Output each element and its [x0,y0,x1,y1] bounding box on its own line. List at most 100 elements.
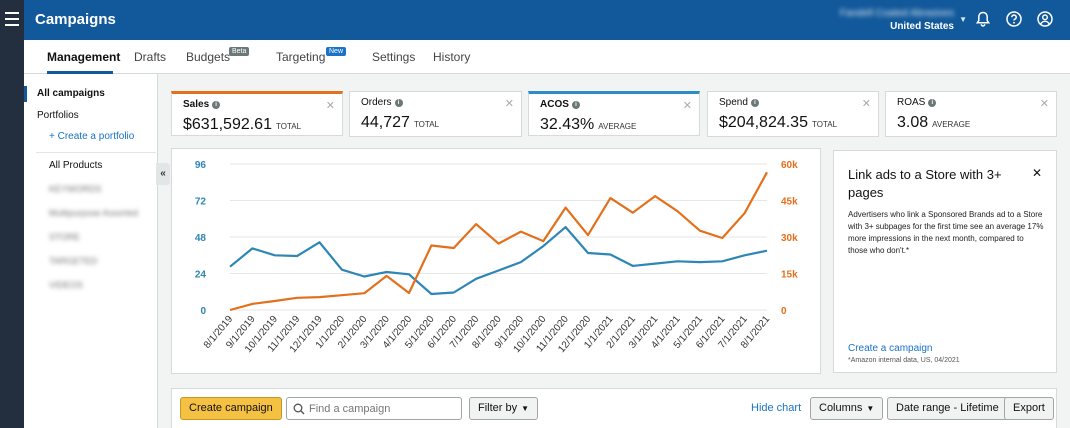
sidebar-item-all-campaigns[interactable]: All campaigns [37,88,105,99]
tab-history[interactable]: History [433,50,471,64]
metric-value-text: $204,824.35 [719,114,808,131]
metric-label: ACOS i [540,99,580,110]
hide-chart-link[interactable]: Hide chart [751,402,802,414]
sidebar-item-all-products[interactable]: All Products [49,160,103,171]
search-icon [293,403,305,415]
tab-management[interactable]: Management [47,50,121,64]
columns-label: Columns [819,402,863,414]
new-badge: New [326,47,347,56]
tab-bar: Management Drafts Budgets Beta Targeting… [24,40,1070,74]
account-region: United States [890,21,954,32]
sidebar-item-portfolio[interactable]: Multipurpose Assorted [49,208,139,218]
y-right-tick-label: 60k [781,160,798,171]
campaign-toolbar: Create campaign Filter by▼ Hide chart Co… [171,388,1057,428]
info-icon[interactable]: i [571,101,580,109]
performance-chart-panel: 96 60k 72 45k 48 30k 24 15k 0 0 8/1/2019 9/1/2019 10… [171,148,821,374]
y-left-tick-label: 96 [195,160,207,171]
y-right-tick-label: 15k [781,270,798,281]
y-right-tick-label: 0 [781,306,787,317]
close-icon[interactable]: ✕ [1031,166,1042,180]
user-icon[interactable] [1036,10,1054,28]
metric-value: 32.43% AVERAGE [540,116,636,134]
sidebar-item-portfolios[interactable]: Portfolios [37,110,79,121]
account-switcher[interactable]: Fandell Coated Abrasives United States [840,8,954,32]
sales-series-line [229,171,768,312]
metric-label-text: Sales [183,99,210,110]
create-campaign-button[interactable]: Create campaign [180,397,282,420]
info-icon[interactable]: i [212,101,221,109]
close-icon[interactable]: ✕ [861,98,871,110]
metric-card-sales[interactable]: Sales i $631,592.61 TOTAL ✕ [171,91,343,136]
y-left-tick-label: 48 [195,233,207,244]
y-left-tick-label: 72 [195,197,207,208]
info-icon[interactable]: i [928,99,937,107]
app-title: Campaigns [35,11,116,28]
close-icon[interactable]: ✕ [325,100,335,112]
close-icon[interactable]: ✕ [504,98,514,110]
metric-label: Sales i [183,99,221,110]
metric-value: $631,592.61 TOTAL [183,116,301,134]
create-portfolio-link[interactable]: + Create a portfolio [49,131,135,142]
tab-budgets[interactable]: Budgets Beta [186,47,250,64]
info-icon[interactable]: i [750,99,759,107]
promo-title: Link ads to a Store with 3+ pages [848,167,1002,200]
export-button[interactable]: Export [1004,397,1054,420]
info-icon[interactable]: i [394,99,403,107]
chevron-down-icon[interactable]: ▼ [959,15,967,24]
tab-targeting-label: Targeting [276,50,326,64]
sidebar-item-portfolio[interactable]: VIDEOS [49,280,84,290]
date-range-button[interactable]: Date range - Lifetime [887,397,1008,420]
collapse-sidebar-button[interactable]: « [156,163,170,185]
metric-label: Spend i [719,97,759,108]
global-nav-rail [0,0,24,428]
chevron-down-icon: ▼ [521,404,530,413]
sidebar-divider [36,152,156,153]
metric-unit: TOTAL [811,120,838,129]
metric-unit: TOTAL [413,120,439,129]
metric-label-text: ACOS [540,99,569,110]
sidebar-item-portfolio[interactable]: KEYWORDS [49,184,102,194]
help-icon[interactable] [1005,10,1023,28]
metric-card-spend[interactable]: Spend i $204,824.35 TOTAL ✕ [707,91,879,137]
y-right-tick-label: 30k [781,233,798,244]
close-icon[interactable]: ✕ [1039,98,1049,110]
close-icon[interactable]: ✕ [682,100,692,112]
metric-label-text: Orders [361,97,392,108]
metric-value: $204,824.35 TOTAL [719,114,837,132]
metric-card-orders[interactable]: Orders i 44,727 TOTAL ✕ [349,91,522,137]
metric-unit: AVERAGE [932,120,971,129]
active-tab-indicator [47,71,113,74]
sidebar-active-indicator [24,86,27,102]
y-left-tick-label: 0 [200,306,206,317]
hamburger-icon[interactable] [5,12,19,26]
search-input[interactable] [309,401,457,417]
metric-label: ROAS i [897,97,937,108]
metric-card-acos[interactable]: ACOS i 32.43% AVERAGE ✕ [528,91,700,136]
top-bar: Campaigns Fandell Coated Abrasives Unite… [24,0,1070,40]
tab-settings[interactable]: Settings [372,50,416,64]
promo-body: Advertisers who link a Sponsored Brands … [848,210,1044,255]
columns-button[interactable]: Columns ▼ [810,397,884,420]
create-campaign-link[interactable]: Create a campaign [848,343,933,354]
bell-icon[interactable] [974,10,992,28]
account-name: Fandell Coated Abrasives [840,8,954,19]
sidebar-item-portfolio[interactable]: TARGETED [49,256,98,266]
filter-by-button[interactable]: Filter by ▼ [469,397,539,420]
portfolio-sidebar: All campaigns Portfolios + Create a port… [24,74,158,428]
tab-drafts[interactable]: Drafts [134,50,167,64]
tab-targeting[interactable]: Targeting New [276,47,347,64]
sidebar-item-portfolio[interactable]: STORE [49,232,80,242]
metric-value-text: 32.43% [540,116,595,133]
y-right-tick-label: 45k [781,197,798,208]
tab-budgets-label: Budgets [186,50,231,64]
filter-by-label: Filter by [478,402,518,414]
metric-value: 3.08 AVERAGE [897,114,970,132]
promo-card: Link ads to a Store with 3+ pages ✕ Adve… [833,150,1057,373]
metric-value-text: $631,592.61 [183,116,272,133]
metric-card-roas[interactable]: ROAS i 3.08 AVERAGE ✕ [885,91,1057,137]
metric-unit: AVERAGE [598,122,637,131]
beta-badge: Beta [229,47,250,56]
search-box[interactable] [286,397,462,420]
chevron-down-icon: ▼ [866,404,875,413]
